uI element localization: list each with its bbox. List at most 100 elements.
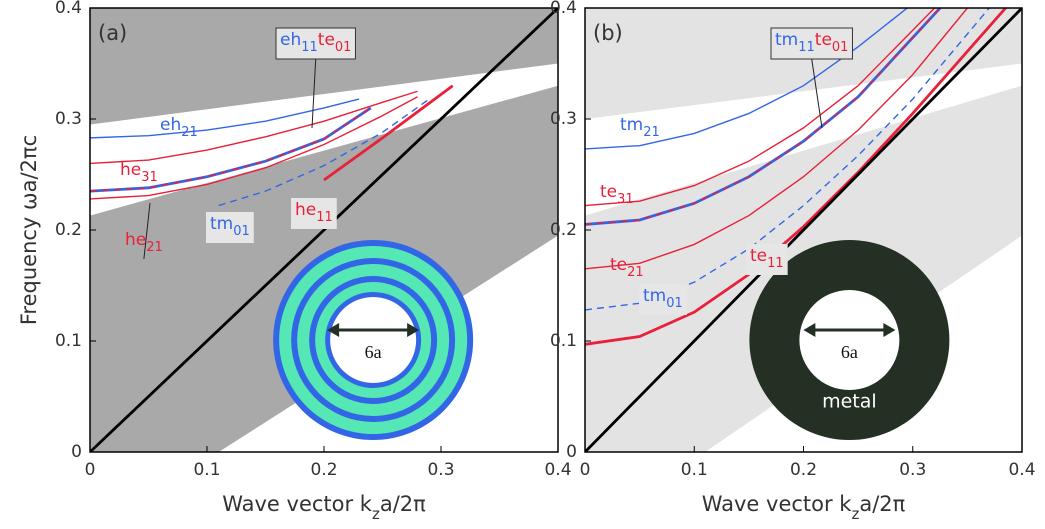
inset-label: metal xyxy=(822,391,877,413)
x-tick-label: 0 xyxy=(85,460,96,480)
annotation-box xyxy=(291,198,337,229)
x-axis-label-part: Wave vector k xyxy=(702,492,853,516)
mode-annotation: tm11te01 xyxy=(770,27,853,129)
x-tick-label: 0.4 xyxy=(544,460,571,480)
annotation-name: te xyxy=(318,30,335,50)
inset-label: 6a xyxy=(841,342,858,362)
x-tick-label: 0.3 xyxy=(427,460,454,480)
y-tick-label: 0.3 xyxy=(550,109,577,129)
y-tick-label: 0.1 xyxy=(550,331,577,351)
mode-curve xyxy=(585,8,936,207)
panel-label: (b) xyxy=(593,21,623,45)
annotation-text: tm11te01 xyxy=(775,30,848,55)
annotation-text: te31 xyxy=(600,182,634,207)
inset-arrowhead xyxy=(327,323,340,337)
x-axis-label: Wave vector kza/2π xyxy=(222,492,426,523)
inset-label: 6a xyxy=(365,342,382,362)
mode-curve xyxy=(585,8,908,150)
annotation-sub: 21 xyxy=(181,125,198,140)
mode-annotation: te11 xyxy=(746,244,788,275)
x-tick-label: 0.2 xyxy=(790,460,817,480)
inset-arrowhead xyxy=(407,323,420,337)
annotation-box xyxy=(746,244,788,275)
mode-annotation: eh21 xyxy=(160,115,198,140)
annotation-sub: 01 xyxy=(335,40,352,55)
inset-arrowhead xyxy=(803,323,816,337)
annotation-sub: 11 xyxy=(316,210,333,225)
inset-hole xyxy=(799,290,900,390)
mode-annotation: eh11te01 xyxy=(275,27,356,129)
annotation-sub: 01 xyxy=(832,40,849,55)
annotation-box xyxy=(275,27,356,60)
annotation-sub: 11 xyxy=(798,40,815,55)
inset-ring xyxy=(330,297,417,383)
x-axis-label-part: z xyxy=(851,505,859,523)
annotation-name: he xyxy=(295,200,316,220)
annotation-sub: 31 xyxy=(617,192,634,207)
annotation-sub: 11 xyxy=(301,40,318,55)
annotation-name: tm xyxy=(620,115,643,135)
annotation-text: eh11te01 xyxy=(280,30,351,55)
x-axis-label-part: a/2π xyxy=(380,492,426,516)
y-tick-label: 0.2 xyxy=(550,220,577,240)
annotation-box xyxy=(639,284,687,315)
x-axis-label: Wave vector kza/2π xyxy=(702,492,906,523)
x-axis-label-part: Wave vector k xyxy=(222,492,373,516)
mode-annotation: te21 xyxy=(610,255,644,280)
annotation-sub: 31 xyxy=(141,170,158,185)
mode-curve xyxy=(585,8,1022,452)
mode-annotation: tm21 xyxy=(620,115,660,140)
annotation-name: tm xyxy=(643,286,666,306)
mode-curve xyxy=(585,8,968,270)
annotation-name: eh xyxy=(160,115,181,135)
annotation-text: he21 xyxy=(125,230,163,255)
x-tick-label: 0.1 xyxy=(193,460,220,480)
annotation-name: te xyxy=(610,255,627,275)
mode-annotation: he21 xyxy=(125,202,163,260)
mode-annotation: tm01 xyxy=(206,212,254,243)
mode-curve xyxy=(585,8,941,226)
x-tick-label: 0.1 xyxy=(681,460,708,480)
annotation-box xyxy=(206,212,254,243)
y-tick-label: 0.4 xyxy=(55,0,82,18)
annotation-leader xyxy=(143,202,151,260)
annotation-sub: 11 xyxy=(767,256,784,271)
annotation-sub: 01 xyxy=(233,224,250,239)
annotation-name: te xyxy=(600,182,617,202)
y-tick-label: 0.2 xyxy=(55,220,82,240)
y-tick-label: 0.3 xyxy=(55,109,82,129)
annotation-sub: 21 xyxy=(146,240,163,255)
annotation-name: tm xyxy=(775,30,798,50)
y-tick-label: 0.4 xyxy=(550,0,577,18)
mode-annotation: tm01 xyxy=(639,284,687,315)
annotation-name: eh xyxy=(280,30,301,50)
y-tick-label: 0 xyxy=(566,442,577,462)
y-tick-label: 0 xyxy=(71,442,82,462)
annotation-text: he11 xyxy=(295,200,333,225)
annotation-name: tm xyxy=(210,214,233,234)
y-axis-label: Frequency ωa/2πc xyxy=(17,135,41,325)
panel-label: (a) xyxy=(98,21,127,45)
x-tick-label: 0.3 xyxy=(899,460,926,480)
mode-curve xyxy=(90,96,418,200)
annotation-sub: 21 xyxy=(643,125,660,140)
mode-annotation: he31 xyxy=(120,160,158,185)
mode-curve xyxy=(90,107,372,192)
mode-curve xyxy=(90,90,418,165)
annotation-text: he31 xyxy=(120,160,158,185)
mode-curve xyxy=(90,8,558,452)
x-tick-label: 0.2 xyxy=(310,460,337,480)
mode-annotation: he11 xyxy=(291,198,337,229)
mode-curve xyxy=(218,98,430,207)
annotation-text: te21 xyxy=(610,255,644,280)
annotation-sub: 21 xyxy=(627,265,644,280)
mode-annotation: te31 xyxy=(600,182,634,207)
annotation-text: tm01 xyxy=(210,214,250,239)
annotation-name: he xyxy=(125,230,146,250)
annotation-sub: 01 xyxy=(666,296,683,311)
x-axis-label-part: z xyxy=(372,505,380,523)
annotation-name: te xyxy=(815,30,832,50)
mode-curve xyxy=(90,98,360,139)
annotation-name: te xyxy=(750,246,767,266)
